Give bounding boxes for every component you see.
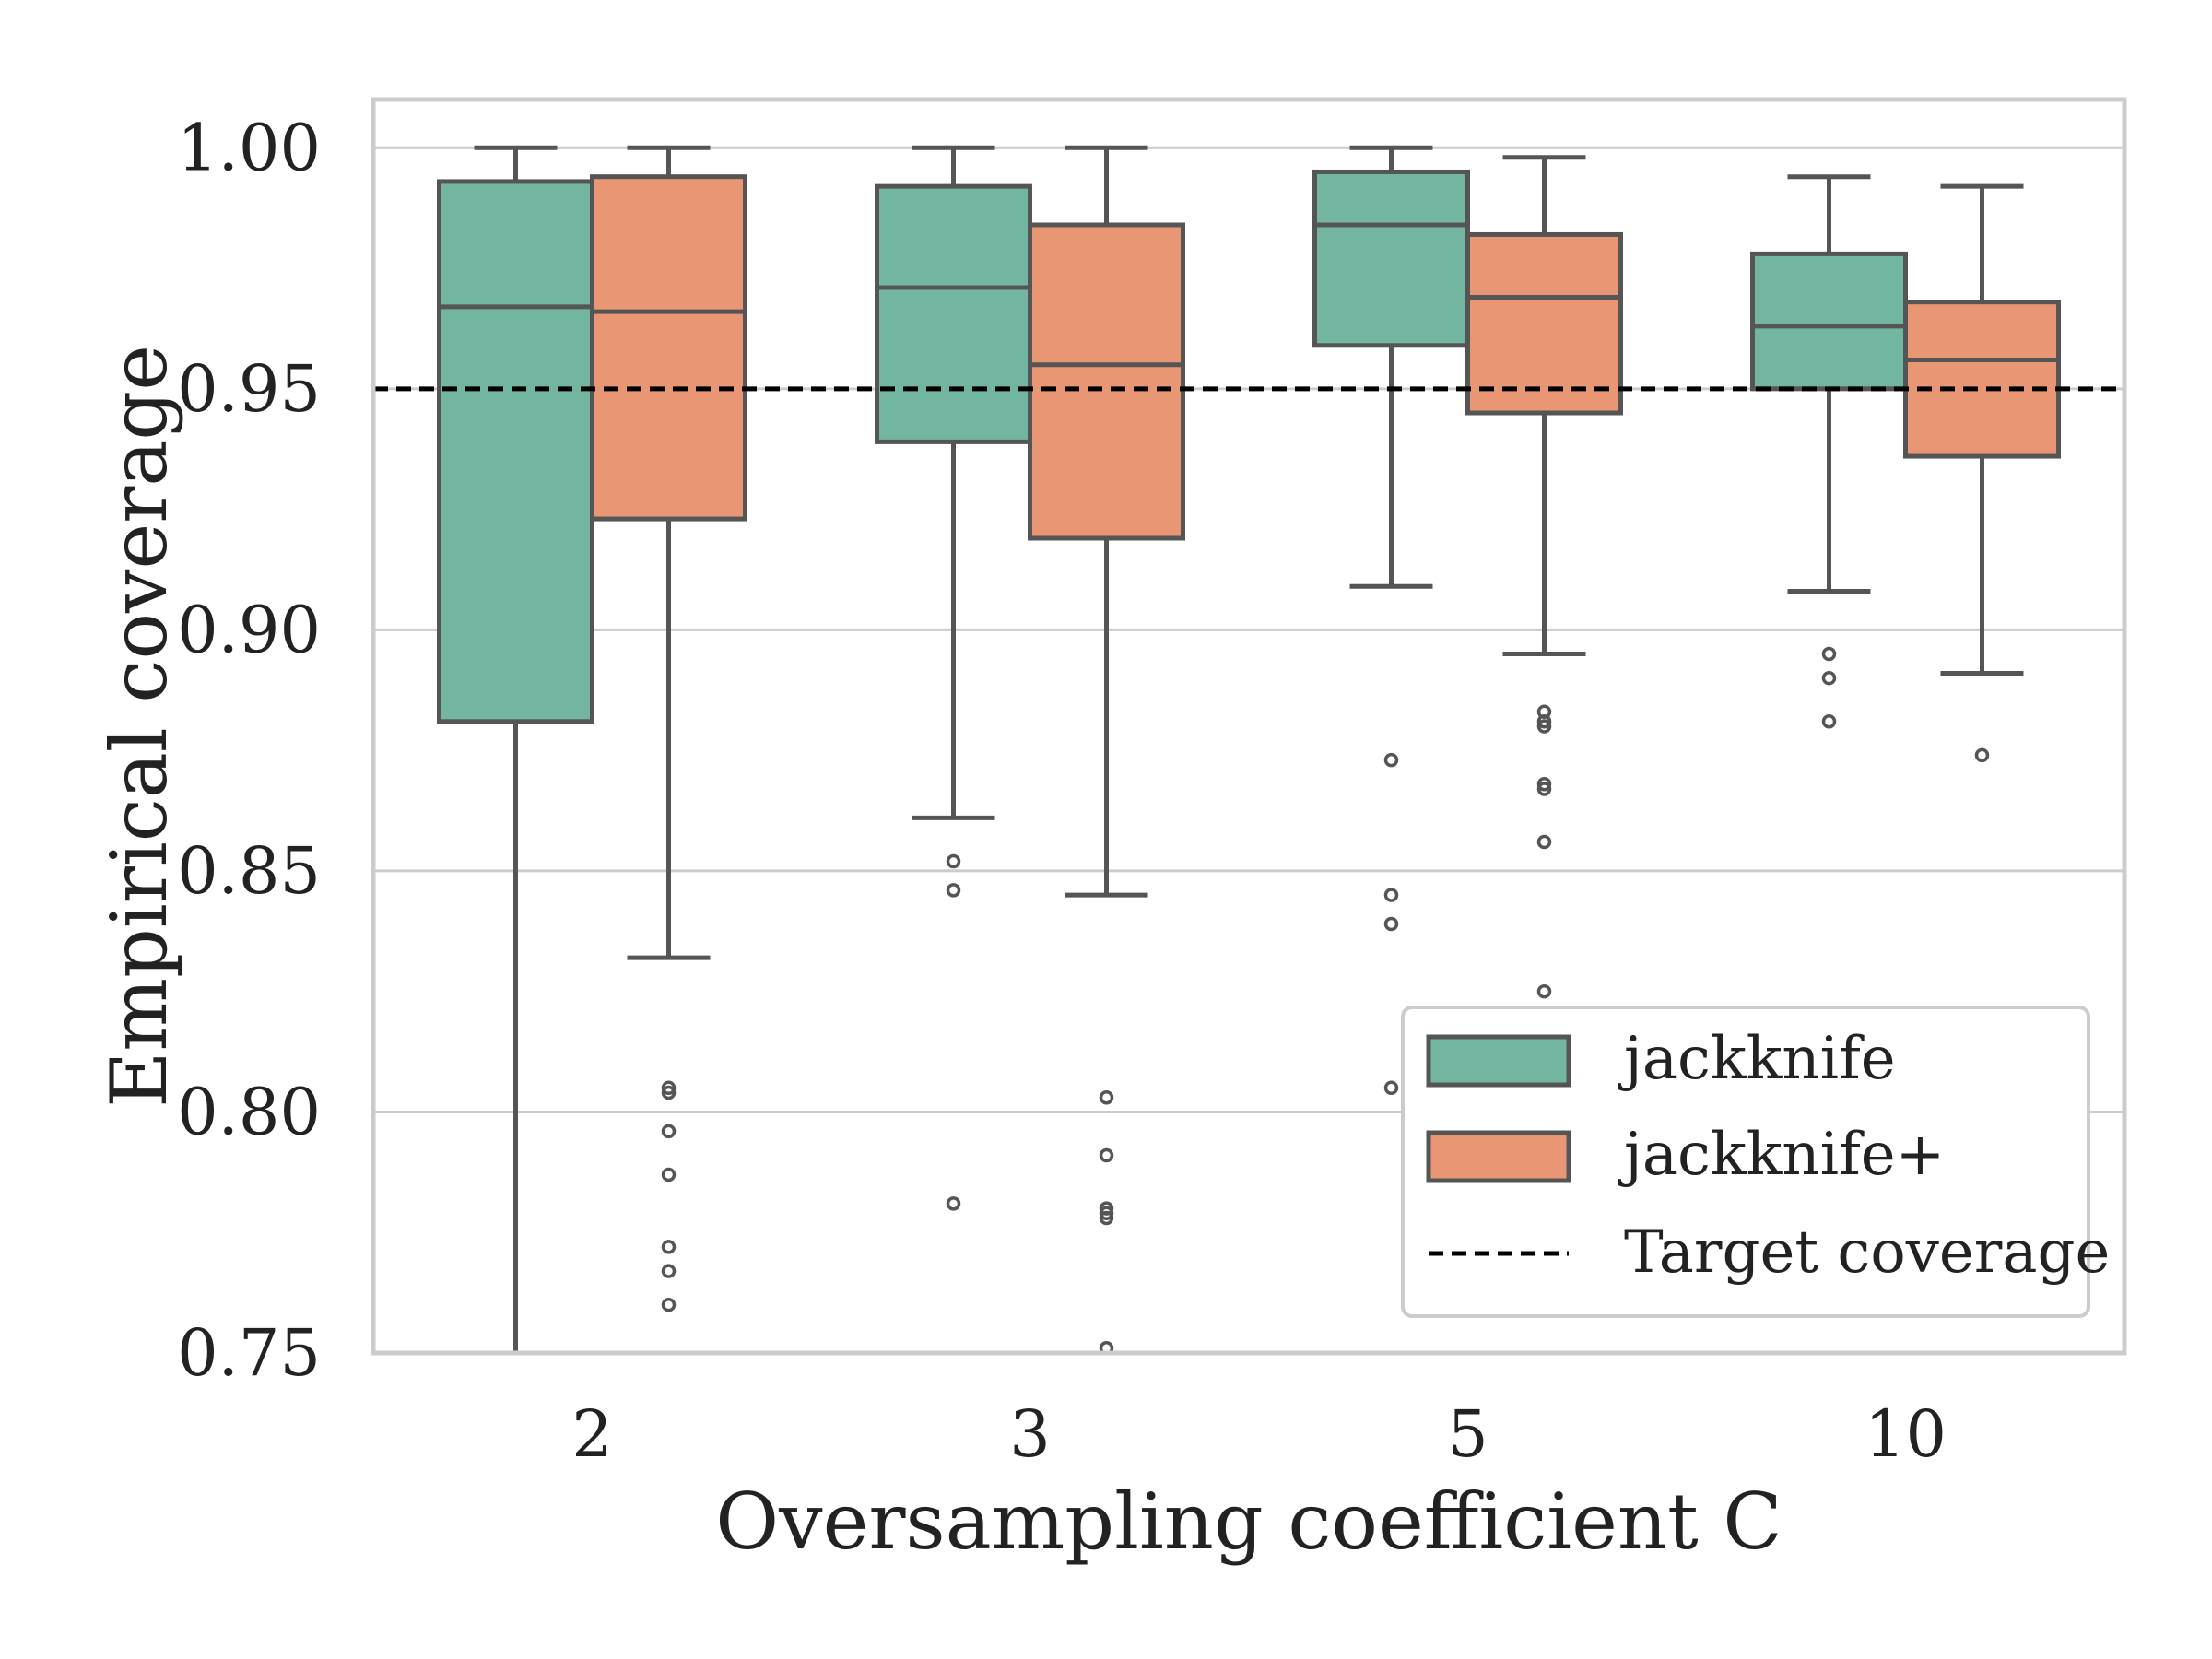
x-tick-label: 5	[1447, 1396, 1488, 1472]
box-jackknife	[1750, 251, 1908, 392]
x-tick-labels: 2 3 5 10	[571, 1396, 1947, 1472]
y-tick-label: 0.85	[177, 833, 321, 909]
y-tick-label: 0.95	[177, 351, 321, 427]
box-jackknife	[437, 179, 594, 724]
box-jackknife	[875, 183, 1032, 444]
legend-label-jackknife: jackknife	[1618, 1025, 1896, 1093]
plot-area	[373, 145, 2124, 1356]
y-tick-label: 0.75	[177, 1315, 321, 1391]
outlier-point	[1536, 719, 1552, 734]
outlier-point	[946, 1196, 961, 1211]
outlier-point	[1536, 782, 1552, 796]
x-tick-label: 10	[1865, 1396, 1947, 1472]
outlier-point	[946, 883, 961, 898]
outlier-point	[1099, 1210, 1114, 1226]
y-tick-label: 0.80	[177, 1074, 321, 1149]
outlier-point	[661, 1085, 677, 1100]
box-jackknife-plus	[1465, 231, 1623, 416]
outlier-point	[1536, 834, 1552, 850]
outlier-point	[1099, 1090, 1114, 1105]
outlier-point	[661, 1240, 677, 1254]
outlier-point	[1383, 888, 1399, 902]
outlier-point	[661, 1264, 677, 1278]
outlier-point	[661, 1124, 677, 1139]
x-tick-label: 2	[571, 1396, 613, 1472]
outlier-point	[1974, 747, 1990, 763]
outlier-point	[1099, 1206, 1114, 1221]
plot-frame	[371, 97, 2127, 1356]
legend-swatch-jackknife	[1426, 1034, 1571, 1088]
box-jackknife	[1312, 169, 1470, 348]
outlier-point	[1383, 752, 1399, 768]
outlier-point	[946, 853, 961, 869]
x-tick-label: 3	[1009, 1396, 1051, 1472]
x-axis-title: Oversampling coefficient C	[715, 1477, 1782, 1567]
legend-frame	[1401, 1006, 2090, 1318]
outlier-point	[1821, 646, 1837, 662]
outlier-point	[1536, 714, 1552, 729]
outlier-point	[1536, 777, 1552, 792]
legend-label-jackknife-plus: jackknife+	[1618, 1121, 1945, 1189]
box-jackknife-plus	[1903, 300, 2061, 459]
outlier-point	[661, 1080, 677, 1096]
y-tick-label: 0.90	[177, 592, 321, 667]
y-tick-labels: 0.75 0.80 0.85 0.90 0.95 1.00	[177, 110, 321, 1391]
y-tick-label: 1.00	[177, 110, 321, 185]
box-jackknife-plus	[1028, 222, 1185, 541]
box-jackknife-plus	[590, 174, 747, 522]
legend-label-target: Target coverage	[1624, 1218, 2110, 1287]
legend: jackknife jackknife+ Target coverage	[1401, 1006, 2110, 1318]
outlier-point	[1821, 714, 1837, 729]
outlier-point	[661, 1167, 677, 1182]
outlier-point	[1536, 983, 1552, 999]
outlier-point	[661, 1297, 677, 1312]
y-axis-title: Empirical coverage	[94, 345, 184, 1108]
outlier-point	[1099, 1147, 1114, 1163]
outlier-point	[1383, 916, 1399, 932]
legend-swatch-jackknife-plus	[1426, 1130, 1571, 1183]
outlier-point	[1821, 670, 1837, 686]
outlier-point	[1383, 1080, 1399, 1096]
